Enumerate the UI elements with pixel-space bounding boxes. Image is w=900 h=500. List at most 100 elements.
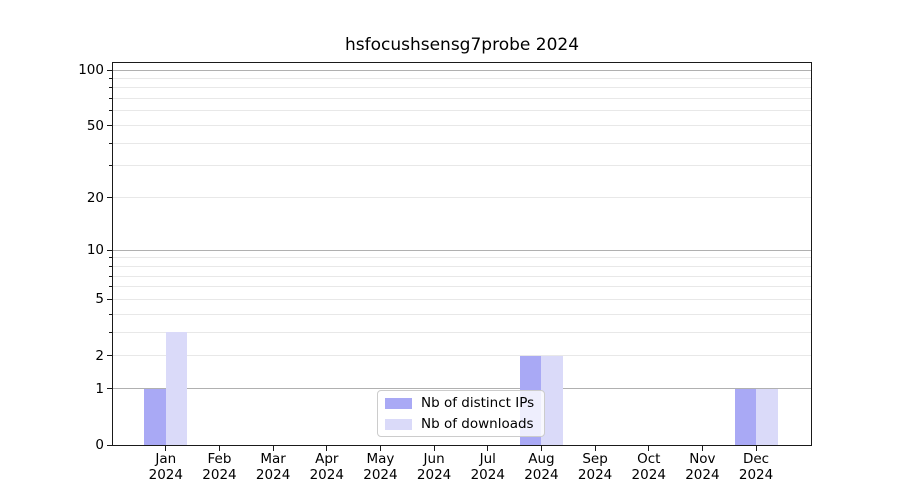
month-label: Jun [423,451,445,467]
month-label: Jul [479,451,496,467]
y-tick-label-20: 20 [86,189,104,206]
x-tick-apr [326,446,328,451]
year-label: 2024 [577,466,613,483]
legend-item-distinct-ips: Nb of distinct IPs [385,394,544,412]
y-minortick-80 [109,87,112,89]
year-label: 2024 [470,466,505,483]
month-label: May [366,451,395,467]
year-label: 2024 [255,466,291,483]
gridline-minor-20 [113,197,811,199]
gridline-minor-40 [113,142,811,144]
x-tick-label-nov: Nov 2024 [674,451,730,483]
y-tick-5 [107,298,112,300]
y-tick-10 [107,249,112,251]
x-tick-label-oct: Oct 2024 [621,451,677,483]
month-label: Oct [637,451,661,467]
gridline-minor-70 [113,98,811,100]
x-tick-label-sep: Sep 2024 [567,451,623,483]
month-label: Nov [689,451,716,467]
gridline-minor-60 [113,110,811,112]
y-minortick-8 [109,265,112,267]
month-label: Dec [742,451,770,467]
y-tick-label-1: 1 [95,380,104,397]
year-label: 2024 [148,466,183,483]
x-tick-jun [433,446,435,451]
legend-swatch-downloads [385,418,412,430]
x-tick-label-may: May 2024 [352,451,408,483]
x-tick-may [379,446,381,451]
gridline-major-10 [113,249,811,251]
gridline-minor-6 [113,286,811,288]
month-label: Apr [315,451,339,467]
y-minortick-4 [109,313,112,315]
y-tick-label-2: 2 [95,347,104,364]
y-minortick-7 [109,275,112,277]
x-tick-label-jul: Jul 2024 [460,451,516,483]
x-tick-feb [218,446,220,451]
y-tick-2 [107,355,112,357]
gridline-major-1 [113,388,811,390]
y-tick-1 [107,388,112,390]
x-tick-jan [165,446,167,451]
y-tick-50 [107,125,112,127]
month-label: Jan [155,451,177,467]
gridline-minor-90 [113,77,811,79]
x-tick-dec [755,446,757,451]
y-minortick-90 [109,77,112,79]
x-tick-label-feb: Feb 2024 [191,451,247,483]
y-minortick-6 [109,286,112,288]
year-label: 2024 [309,466,344,483]
y-minortick-30 [109,165,112,167]
x-tick-aug [540,446,542,451]
month-label: Feb [207,451,232,467]
x-tick-label-mar: Mar 2024 [245,451,301,483]
y-tick-label-0: 0 [95,437,104,453]
legend-swatch-distinct-ips [385,397,412,409]
y-minortick-60 [109,110,112,112]
y-tick-0 [107,444,112,446]
x-tick-label-dec: Dec 2024 [728,451,784,483]
month-label: Aug [528,451,555,467]
y-tick-label-5: 5 [95,291,104,308]
legend-item-downloads: Nb of downloads [385,415,544,433]
x-tick-oct [648,446,650,451]
y-tick-label-100: 100 [78,62,104,78]
bar-distinct-ips-jan [144,388,166,445]
y-minortick-40 [109,142,112,144]
y-tick-label-50: 50 [86,117,104,134]
y-tick-100 [107,69,112,71]
gridline-minor-30 [113,165,811,167]
gridline-minor-80 [113,87,811,89]
gridline-minor-3 [113,331,811,333]
gridline-minor-2 [113,355,811,357]
chart-title: hsfocushsensg7probe 2024 [344,35,580,55]
x-tick-sep [594,446,596,451]
bar-distinct-ips-dec [734,388,757,445]
legend-label-downloads: Nb of downloads [421,416,534,432]
year-label: 2024 [631,466,666,483]
month-label: Mar [260,451,286,467]
legend-label-distinct-ips: Nb of distinct IPs [421,395,535,411]
year-label: 2024 [202,466,237,483]
x-tick-jul [487,446,489,451]
x-tick-label-apr: Apr 2024 [299,451,355,483]
legend: Nb of distinct IPs Nb of downloads [377,390,545,437]
bar-downloads-dec [756,388,778,445]
x-tick-label-jun: Jun 2024 [406,451,462,483]
x-tick-nov [701,446,703,451]
bar-downloads-jan [165,332,188,445]
year-label: 2024 [416,466,452,483]
year-label: 2024 [738,466,774,483]
x-tick-label-aug: Aug 2024 [513,451,569,483]
y-minortick-70 [109,98,112,100]
y-minortick-3 [109,331,112,333]
year-label: 2024 [685,466,720,483]
gridline-minor-7 [113,275,811,277]
gridline-minor-50 [113,125,811,127]
year-label: 2024 [524,466,559,483]
y-minortick-9 [109,257,112,259]
y-tick-label-10: 10 [86,242,104,259]
x-tick-label-jan: Jan 2024 [138,451,194,483]
gridline-minor-4 [113,313,811,315]
